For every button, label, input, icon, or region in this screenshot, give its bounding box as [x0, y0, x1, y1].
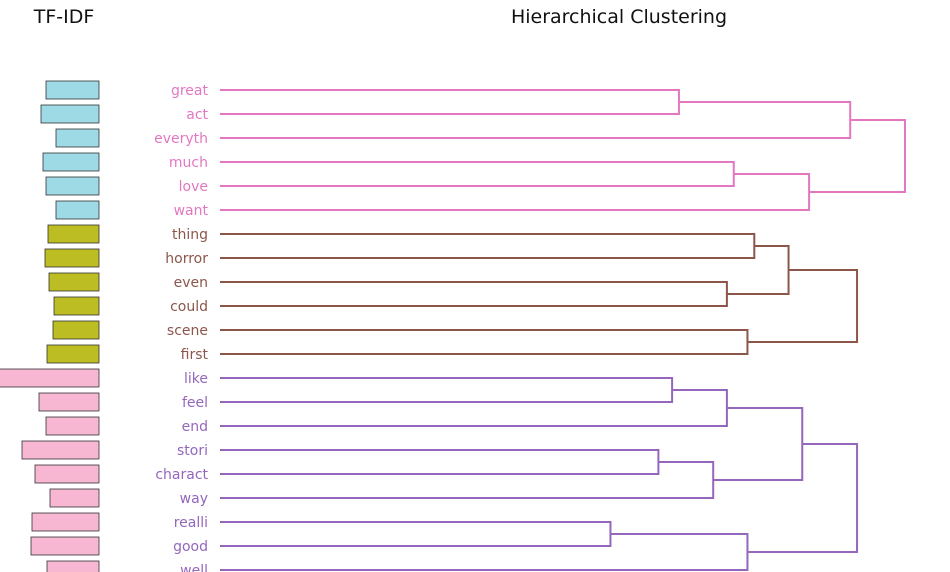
tfidf-bar-love [45, 176, 100, 196]
leaf-label-great: great [171, 83, 209, 99]
dendrogram-link-13 [220, 461, 715, 499]
leaf-labels: great act everyth much love want thing horror ev… [154, 83, 208, 572]
leaf-label-much: much [169, 155, 208, 171]
dendrogram-link-12 [220, 449, 660, 475]
leaf-label-stori: stori [177, 443, 208, 459]
leaf-label-thing: thing [172, 227, 208, 243]
dendrogram-link-9 [747, 269, 859, 343]
tfidf-bar-end [45, 416, 100, 436]
dendrogram-link-5 [220, 233, 756, 259]
tfidf-bar-horror [44, 248, 100, 268]
leaf-label-want: want [174, 203, 209, 219]
tfidf-bar-thing [47, 224, 100, 244]
leaf-label-good: good [173, 539, 208, 555]
leaf-label-like: like [184, 371, 208, 387]
tfidf-bar-great [45, 80, 100, 100]
leaf-label-feel: feel [182, 395, 208, 411]
leaf-label-first: first [181, 347, 209, 363]
tfidf-bar-good [30, 536, 100, 556]
tfidf-bar-act [40, 104, 100, 124]
dendrogram-link-0 [220, 89, 680, 115]
leaf-label-well: well [180, 563, 208, 572]
tfidf-bar-scene [52, 320, 100, 340]
leaf-label-way: way [180, 491, 208, 507]
tfidf-bar-everyth [55, 128, 100, 148]
tfidf-bar-well [46, 560, 100, 572]
tfidf-bar-first [46, 344, 100, 364]
leaf-label-love: love [179, 179, 208, 195]
dendrogram-link-16 [220, 533, 749, 571]
leaf-label-horror: horror [165, 251, 208, 267]
leaf-label-charact: charact [155, 467, 208, 483]
dendrogram-links [220, 89, 906, 571]
tfidf-bar-charact [34, 464, 100, 484]
tfidf-bar-feel [38, 392, 100, 412]
leaf-label-even: even [174, 275, 208, 291]
dendrogram-link-10 [220, 377, 674, 403]
dendrogram-link-1 [220, 161, 735, 187]
dendrogram-link-6 [220, 281, 728, 307]
tfidf-title: TF-IDF [33, 6, 95, 28]
dendrogram-link-2 [220, 101, 852, 139]
leaf-label-act: act [186, 107, 208, 123]
dendrogram-link-3 [220, 173, 811, 211]
leaf-label-could: could [170, 299, 208, 315]
dendrogram-link-15 [220, 521, 612, 547]
tfidf-bars [0, 80, 100, 572]
tfidf-bar-stori [21, 440, 100, 460]
leaf-label-realli: realli [174, 515, 208, 531]
dendrogram-link-17 [747, 443, 859, 553]
dendrogram-link-11 [220, 389, 728, 427]
tfidf-bar-even [48, 272, 100, 292]
tfidf-bar-could [53, 296, 100, 316]
tfidf-bar-much [42, 152, 100, 172]
dendrogram-link-8 [726, 245, 790, 295]
tfidf-bar-realli [31, 512, 100, 532]
leaf-label-scene: scene [167, 323, 208, 339]
dendrogram-link-7 [220, 329, 749, 355]
clustering-title: Hierarchical Clustering [511, 6, 727, 28]
dendrogram-link-4 [809, 119, 906, 193]
tfidf-bar-like [0, 368, 100, 388]
leaf-label-end: end [182, 419, 208, 435]
leaf-label-everyth: everyth [154, 131, 208, 147]
tfidf-bar-want [55, 200, 100, 220]
tfidf-bar-way [49, 488, 100, 508]
